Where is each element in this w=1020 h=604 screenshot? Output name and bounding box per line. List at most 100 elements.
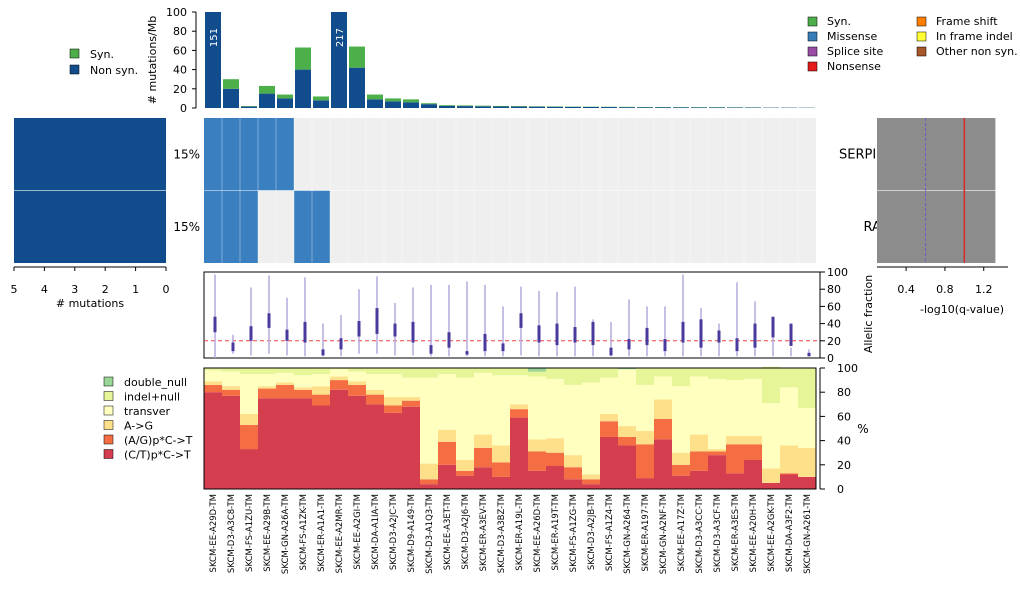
spectrum-segment [636, 431, 654, 444]
burden-bar-nonsyn [403, 102, 419, 108]
spectrum-segment [474, 373, 492, 435]
burden-overflow-label: 151 [209, 28, 220, 47]
af-iqr-box [790, 324, 793, 346]
sample-label: SKCM-EE-A29D-TM [209, 494, 219, 572]
af-iqr-box [412, 322, 415, 343]
spectrum-segment [690, 435, 708, 452]
spectrum-segment [438, 465, 456, 489]
spectrum-segment [744, 436, 762, 444]
spectrum-segment [582, 368, 600, 383]
spectrum-segment [276, 385, 294, 398]
spectrum-segment [654, 439, 672, 489]
sample-label: SKCM-FS-A1Z4-TM [605, 494, 615, 571]
mutation-cell [240, 118, 258, 191]
spectrum-segment [528, 471, 546, 489]
q-axis-label: -log10(q-value) [920, 303, 1004, 316]
spectrum-segment [258, 374, 276, 386]
spectrum-segment [348, 368, 366, 372]
spectrum-segment [510, 375, 528, 404]
burden-bar-syn [277, 95, 293, 99]
spectrum-segment [780, 473, 798, 474]
spectrum-segment [258, 389, 276, 399]
burden-y-axis-label: # mutations/Mb [146, 16, 159, 104]
variant-legend-label: Frame shift [936, 15, 998, 28]
mutation-cell [312, 191, 330, 264]
variant-legend-swatch [917, 32, 926, 41]
spectrum-segment [564, 479, 582, 489]
variant-legend-swatch [917, 47, 926, 56]
af-iqr-box [736, 338, 739, 351]
spectrum-segment [690, 376, 708, 434]
burden-y-tick-label: 60 [173, 44, 187, 57]
spectrum-y-tick-label: 20 [837, 459, 851, 472]
spectrum-segment [708, 449, 726, 451]
spectrum-segment [312, 368, 330, 374]
spectrum-legend-swatch [104, 392, 113, 401]
variant-legend-swatch [808, 62, 817, 71]
burden-y-tick-label: 40 [173, 64, 187, 77]
burden-bar-nonsyn [475, 106, 491, 108]
variant-legend-swatch [808, 47, 817, 56]
spectrum-segment [384, 397, 402, 405]
af-iqr-box [250, 326, 253, 341]
spectrum-legend-swatch [104, 435, 113, 444]
spectrum-segment [384, 406, 402, 413]
spectrum-legend-label: double_null [124, 376, 187, 389]
af-iqr-box [754, 324, 757, 348]
af-iqr-box [664, 339, 667, 351]
spectrum-segment [366, 374, 384, 390]
spectrum-segment [456, 476, 474, 489]
burden-bar-nonsyn [529, 107, 545, 108]
sample-label: SKCM-GN-A26A-TM [281, 494, 291, 574]
spectrum-segment [366, 395, 384, 405]
sample-label: SKCM-EE-A2GK-TM [767, 494, 777, 572]
spectrum-y-tick-label: 40 [837, 435, 851, 448]
spectrum-segment [456, 460, 474, 471]
burden-bar-nonsyn [655, 107, 671, 108]
count-axis-tick-label: 2 [102, 283, 109, 296]
burden-bar-syn [439, 105, 455, 106]
spectrum-legend-swatch [104, 421, 113, 430]
spectrum-segment [204, 385, 222, 392]
spectrum-segment [762, 403, 780, 468]
sample-label: SKCM-ER-A19T-TM [551, 494, 561, 571]
gene-percent-label: 15% [173, 220, 200, 234]
variant-legend-label: Nonsense [827, 60, 881, 73]
count-axis-tick-label: 5 [11, 283, 18, 296]
af-iqr-box [592, 322, 595, 345]
burden-bar-nonsyn [637, 107, 653, 108]
spectrum-segment [726, 444, 744, 473]
sample-label: SKCM-GN-A264-TM [623, 494, 633, 574]
spectrum-segment [402, 397, 420, 401]
spectrum-segment [726, 380, 744, 436]
sample-label: SKCM-GN-A261-TM [803, 494, 813, 574]
sample-label: SKCM-D3-A3BZ-TM [497, 494, 507, 573]
spectrum-segment [276, 383, 294, 385]
sample-label: SKCM-EE-A2GI-TM [353, 494, 363, 570]
gene-mutation-count-panel [14, 118, 166, 263]
q-axis-tick-label: 1.2 [975, 283, 993, 296]
spectrum-segment [762, 468, 780, 483]
spectrum-segment [528, 376, 546, 439]
spectrum-legend-label: (A/G)p*C->T [124, 434, 193, 447]
af-y-tick-label: 60 [827, 300, 841, 313]
burden-bar-syn [349, 47, 365, 68]
burden-y-tick-label: 100 [166, 6, 187, 19]
burden-bar-nonsyn [457, 106, 473, 108]
spectrum-segment [402, 407, 420, 489]
spectrum-legend-swatch [104, 377, 113, 386]
spectrum-segment [528, 439, 546, 451]
af-iqr-box [700, 319, 703, 347]
gene-count-bar [14, 191, 166, 264]
spectrum-segment [276, 398, 294, 489]
sample-label: SKCM-D3-A2JB-TM [587, 494, 597, 570]
burden-bar-nonsyn [565, 107, 581, 108]
spectrum-segment [780, 387, 798, 445]
burden-bar-nonsyn [259, 94, 275, 108]
spectrum-segment [708, 368, 726, 379]
af-iqr-box [646, 328, 649, 345]
af-iqr-box [718, 330, 721, 342]
